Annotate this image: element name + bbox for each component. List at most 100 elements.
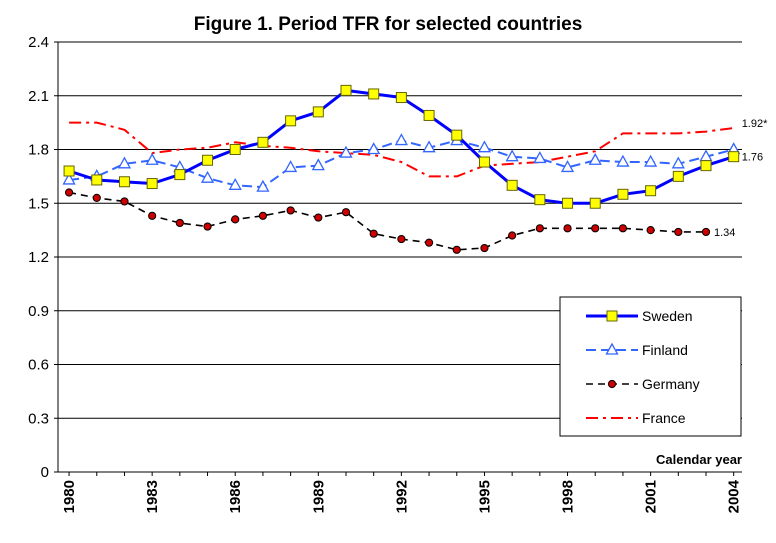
- finland-point: [560, 160, 575, 173]
- france-line: [69, 121, 734, 178]
- germany-point: [674, 227, 683, 237]
- sweden-series: [63, 84, 740, 209]
- y-tick-label: 1.2: [28, 249, 49, 266]
- germany-point: [701, 227, 711, 237]
- finland-point: [505, 149, 519, 162]
- sweden-point: [257, 136, 269, 148]
- finland-point: [311, 158, 325, 171]
- germany-point: [258, 211, 268, 220]
- legend: Sweden Finland Germany France: [559, 296, 742, 437]
- finland-line: [68, 139, 734, 189]
- germany-point: [92, 193, 101, 202]
- sweden-point: [368, 88, 380, 100]
- x-tick-label: 1995: [476, 480, 493, 513]
- x-tick-label: 2001: [643, 480, 660, 513]
- france-series: [69, 121, 734, 178]
- sweden-point: [700, 160, 712, 172]
- y-tick-label: 0.9: [28, 303, 49, 320]
- finland-point: [533, 151, 547, 164]
- data-annotation: 1.34: [714, 227, 735, 239]
- germany-point: [424, 238, 434, 247]
- finland-point: [200, 170, 215, 183]
- x-tick-label: 1983: [144, 480, 161, 513]
- germany-point: [231, 215, 240, 224]
- y-tick-label: 2.1: [28, 88, 49, 105]
- germany-point: [175, 218, 184, 228]
- legend-item-germany: Germany: [586, 376, 700, 392]
- finland-point: [422, 140, 436, 153]
- finland-point: [616, 154, 630, 167]
- x-tick-label: 1989: [310, 480, 327, 513]
- sweden-point: [672, 170, 684, 182]
- legend-item-france: France: [586, 410, 686, 426]
- legend-label: France: [642, 410, 686, 426]
- germany-point: [397, 234, 406, 244]
- sweden-point: [589, 197, 601, 209]
- finland-point: [644, 154, 658, 167]
- sweden-point: [617, 188, 629, 200]
- x-tick-label: 1992: [393, 480, 410, 513]
- germany-point: [591, 224, 600, 233]
- germany-point: [369, 229, 378, 238]
- sweden-point: [285, 115, 297, 127]
- finland-point: [145, 152, 159, 165]
- germany-point: [646, 226, 655, 235]
- germany-point: [148, 211, 157, 220]
- x-tick-label: 2004: [726, 479, 743, 513]
- legend-item-sweden: Sweden: [586, 308, 693, 324]
- sweden-point: [395, 92, 407, 104]
- germany-point: [64, 188, 74, 197]
- data-annotation: 1.92*: [742, 118, 768, 130]
- legend-item-finland: Finland: [586, 342, 688, 358]
- y-tick-label: 2.4: [28, 34, 49, 51]
- chart-title: Figure 1. Period TFR for selected countr…: [193, 14, 583, 35]
- sweden-point: [534, 194, 546, 206]
- sweden-point: [229, 144, 241, 155]
- finland-point: [394, 133, 408, 146]
- y-tick-label: 1.8: [28, 142, 49, 159]
- series-layer: [62, 84, 741, 254]
- y-tick-label: 0.6: [28, 357, 49, 374]
- sweden-point: [423, 109, 435, 121]
- legend-box: [559, 296, 742, 437]
- finland-point: [588, 152, 602, 165]
- sweden-point: [340, 84, 352, 96]
- germany-series: [64, 188, 711, 254]
- sweden-point: [478, 156, 490, 168]
- finland-point: [339, 145, 353, 158]
- sweden-point: [146, 178, 158, 190]
- germany-point: [314, 213, 323, 222]
- axis-layer: 0 0.3 0.6 0.9 1.2 1.5 1.8 2.1 2.4 1980 1983 1986 198…: [28, 34, 743, 513]
- finland-point: [284, 160, 298, 173]
- finland-point: [62, 172, 76, 185]
- finland-point: [228, 177, 242, 190]
- finland-point: [671, 156, 685, 169]
- sweden-point: [91, 174, 103, 186]
- sweden-point: [451, 129, 463, 141]
- legend-label: Sweden: [642, 308, 693, 324]
- germany-point: [203, 222, 212, 231]
- y-tick-label: 0.3: [28, 410, 49, 427]
- germany-point: [341, 208, 351, 217]
- x-tick-label: 1980: [61, 480, 78, 513]
- data-annotation: 1.76: [742, 152, 763, 164]
- sweden-point: [728, 151, 740, 163]
- x-axis-label: Calendar year: [656, 452, 742, 467]
- y-tick-label: 0: [41, 464, 49, 481]
- x-tick-label: 1998: [560, 480, 577, 513]
- legend-label: Germany: [642, 376, 700, 392]
- finland-point: [117, 156, 132, 169]
- germany-point: [563, 224, 572, 233]
- x-tick-label: 1986: [227, 480, 244, 513]
- finland-point: [477, 140, 492, 153]
- sweden-point: [174, 169, 186, 181]
- germany-point: [508, 231, 517, 240]
- sweden-point: [506, 179, 518, 191]
- sweden-point: [562, 197, 574, 209]
- sweden-line: [68, 88, 735, 205]
- finland-point: [256, 179, 270, 192]
- finland-point: [367, 142, 381, 155]
- sweden-point: [202, 154, 214, 166]
- y-tick-label: 1.5: [28, 195, 49, 212]
